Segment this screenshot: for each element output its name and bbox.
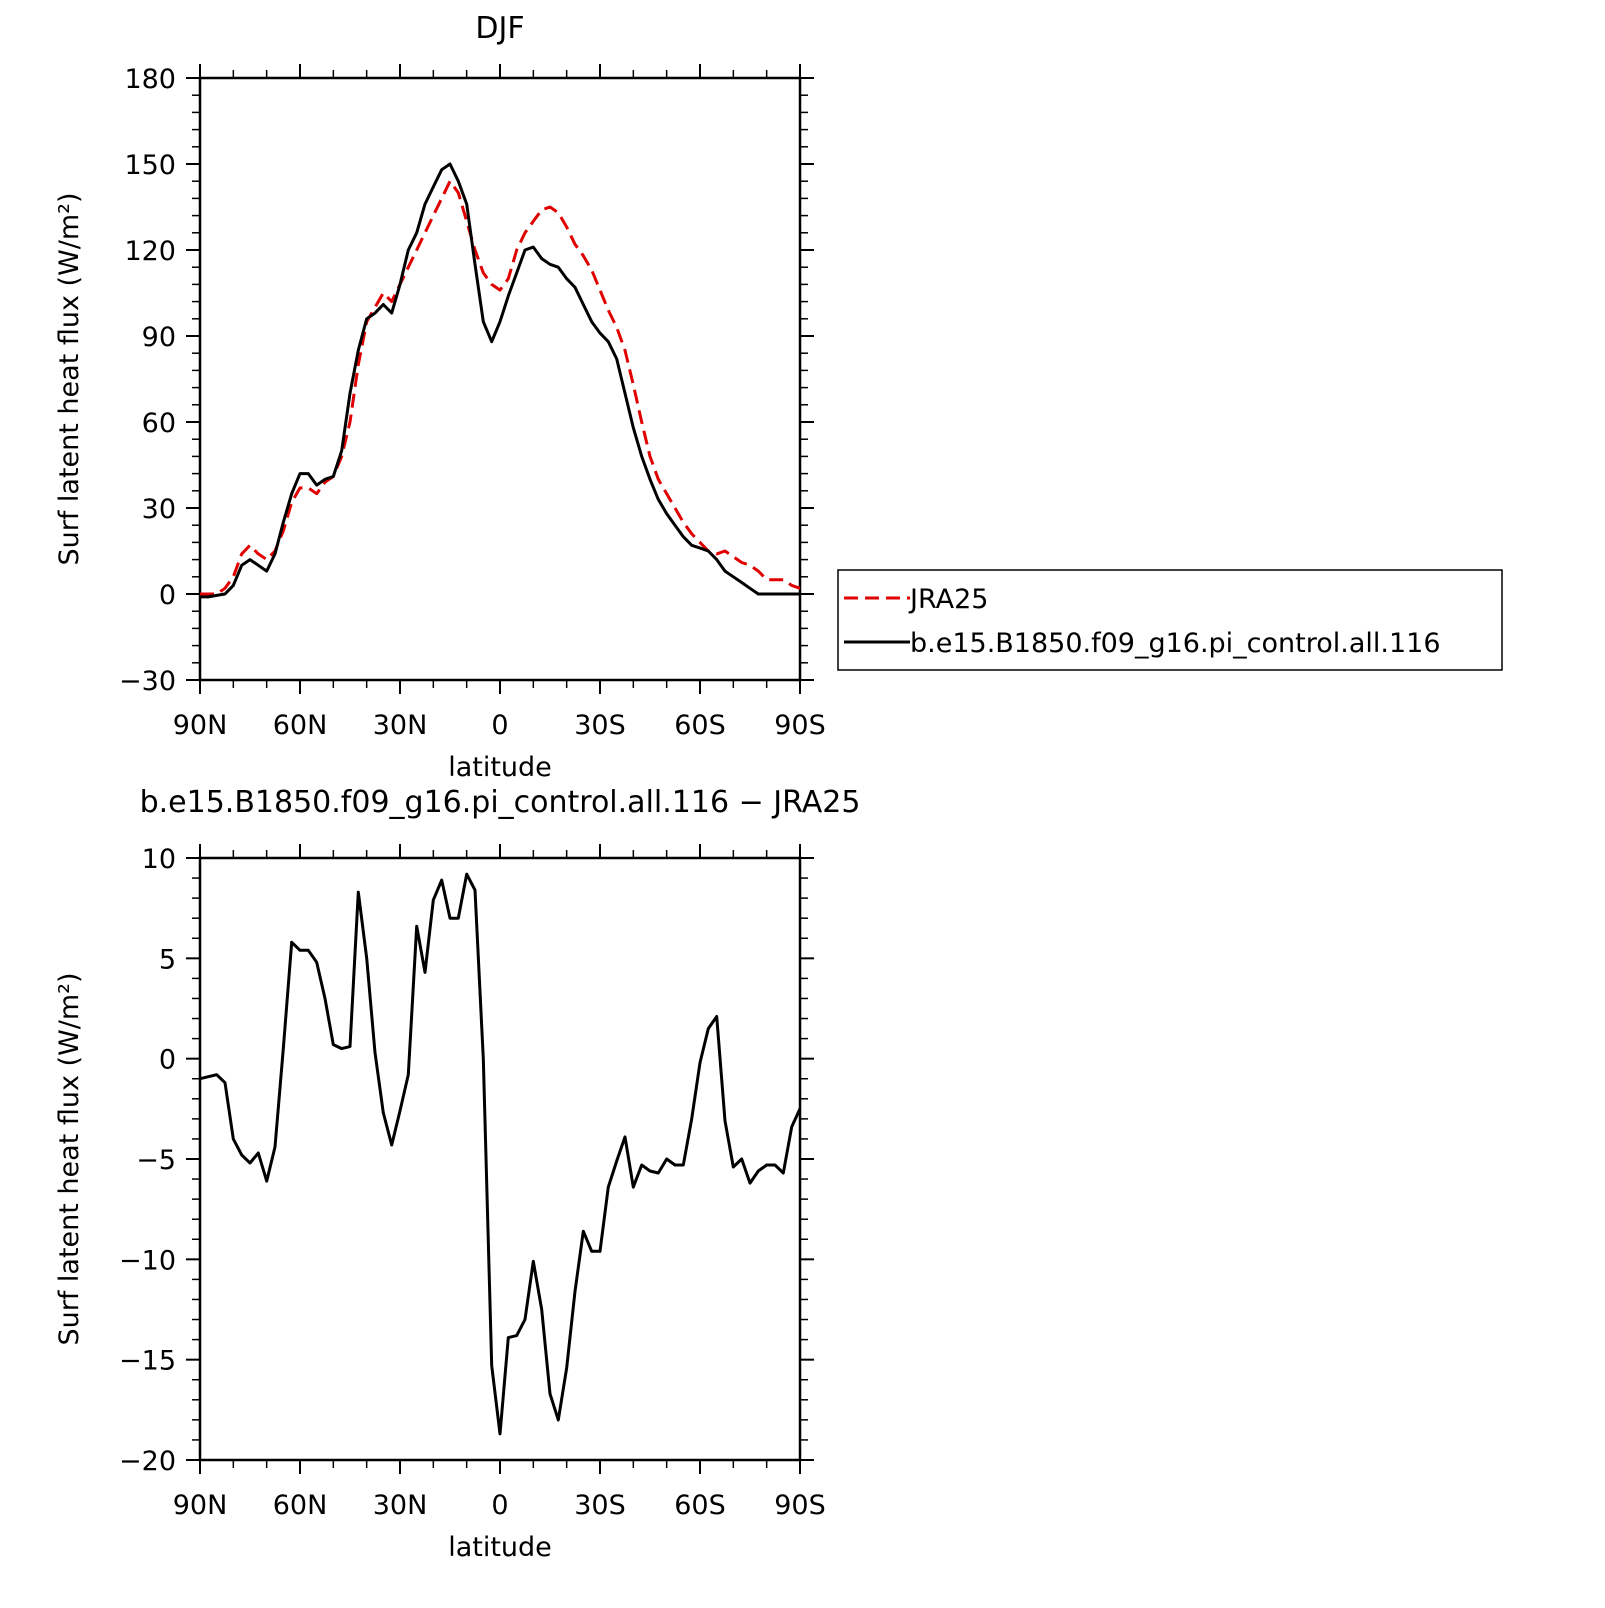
series-line-0 — [200, 179, 801, 596]
series-line-1 — [200, 162, 800, 599]
y-tick-label: 120 — [124, 236, 176, 267]
legend: JRA25 b.e15.B1850.f09_g16.pi_control.all.… — [837, 569, 1503, 671]
chart-title: DJF — [475, 11, 524, 46]
x-tick-label: 90S — [774, 1490, 826, 1521]
y-tick-label: 5 — [159, 944, 176, 975]
y-tick-label: 150 — [124, 150, 176, 181]
y-tick-label: 60 — [142, 408, 176, 439]
x-tick-label: 60N — [273, 710, 328, 741]
x-tick-label: 90N — [173, 1490, 228, 1521]
legend-label-1: b.e15.B1850.f09_g16.pi_control.all.116 — [910, 628, 1441, 659]
y-axis-label: Surf latent heat flux (W/m²) — [54, 972, 85, 1345]
y-tick-label: 0 — [159, 1045, 176, 1076]
y-tick-label: −5 — [136, 1145, 176, 1176]
x-tick-label: 30N — [373, 1490, 428, 1521]
y-tick-label: 180 — [124, 64, 176, 95]
x-tick-label: 30N — [373, 710, 428, 741]
series-line-0 — [199, 872, 802, 1436]
y-tick-label: 0 — [159, 580, 176, 611]
legend-label-0: JRA25 — [908, 584, 988, 615]
x-tick-label: 90S — [774, 710, 826, 741]
x-tick-label: 90N — [173, 710, 228, 741]
y-tick-label: 90 — [142, 322, 176, 353]
x-axis-label: latitude — [448, 1532, 552, 1563]
x-tick-label: 0 — [491, 1490, 508, 1521]
legend-box — [837, 569, 1503, 671]
x-axis-label: latitude — [448, 752, 552, 783]
x-tick-label: 0 — [491, 710, 508, 741]
y-tick-label: 30 — [142, 494, 176, 525]
x-tick-label: 60N — [273, 1490, 328, 1521]
y-tick-label: 10 — [142, 844, 176, 875]
x-tick-label: 60S — [674, 710, 726, 741]
y-tick-label: −15 — [119, 1346, 176, 1377]
top-panel: DJF −30 0 30 60 90 120 150 180 90N 60N 30N 0 30S 60S 90… — [54, 11, 1503, 783]
y-tick-label: −10 — [119, 1245, 176, 1276]
bottom-panel: b.e15.B1850.f09_g16.pi_control.all.116 −… — [54, 785, 860, 1563]
x-tick-label: 30S — [574, 1490, 626, 1521]
y-axis-label: Surf latent heat flux (W/m²) — [54, 192, 85, 565]
chart-title: b.e15.B1850.f09_g16.pi_control.all.116 −… — [140, 785, 861, 820]
y-tick-label: −30 — [119, 666, 176, 697]
x-tick-label: 60S — [674, 1490, 726, 1521]
y-tick-label: −20 — [119, 1446, 176, 1477]
x-tick-label: 30S — [574, 710, 626, 741]
